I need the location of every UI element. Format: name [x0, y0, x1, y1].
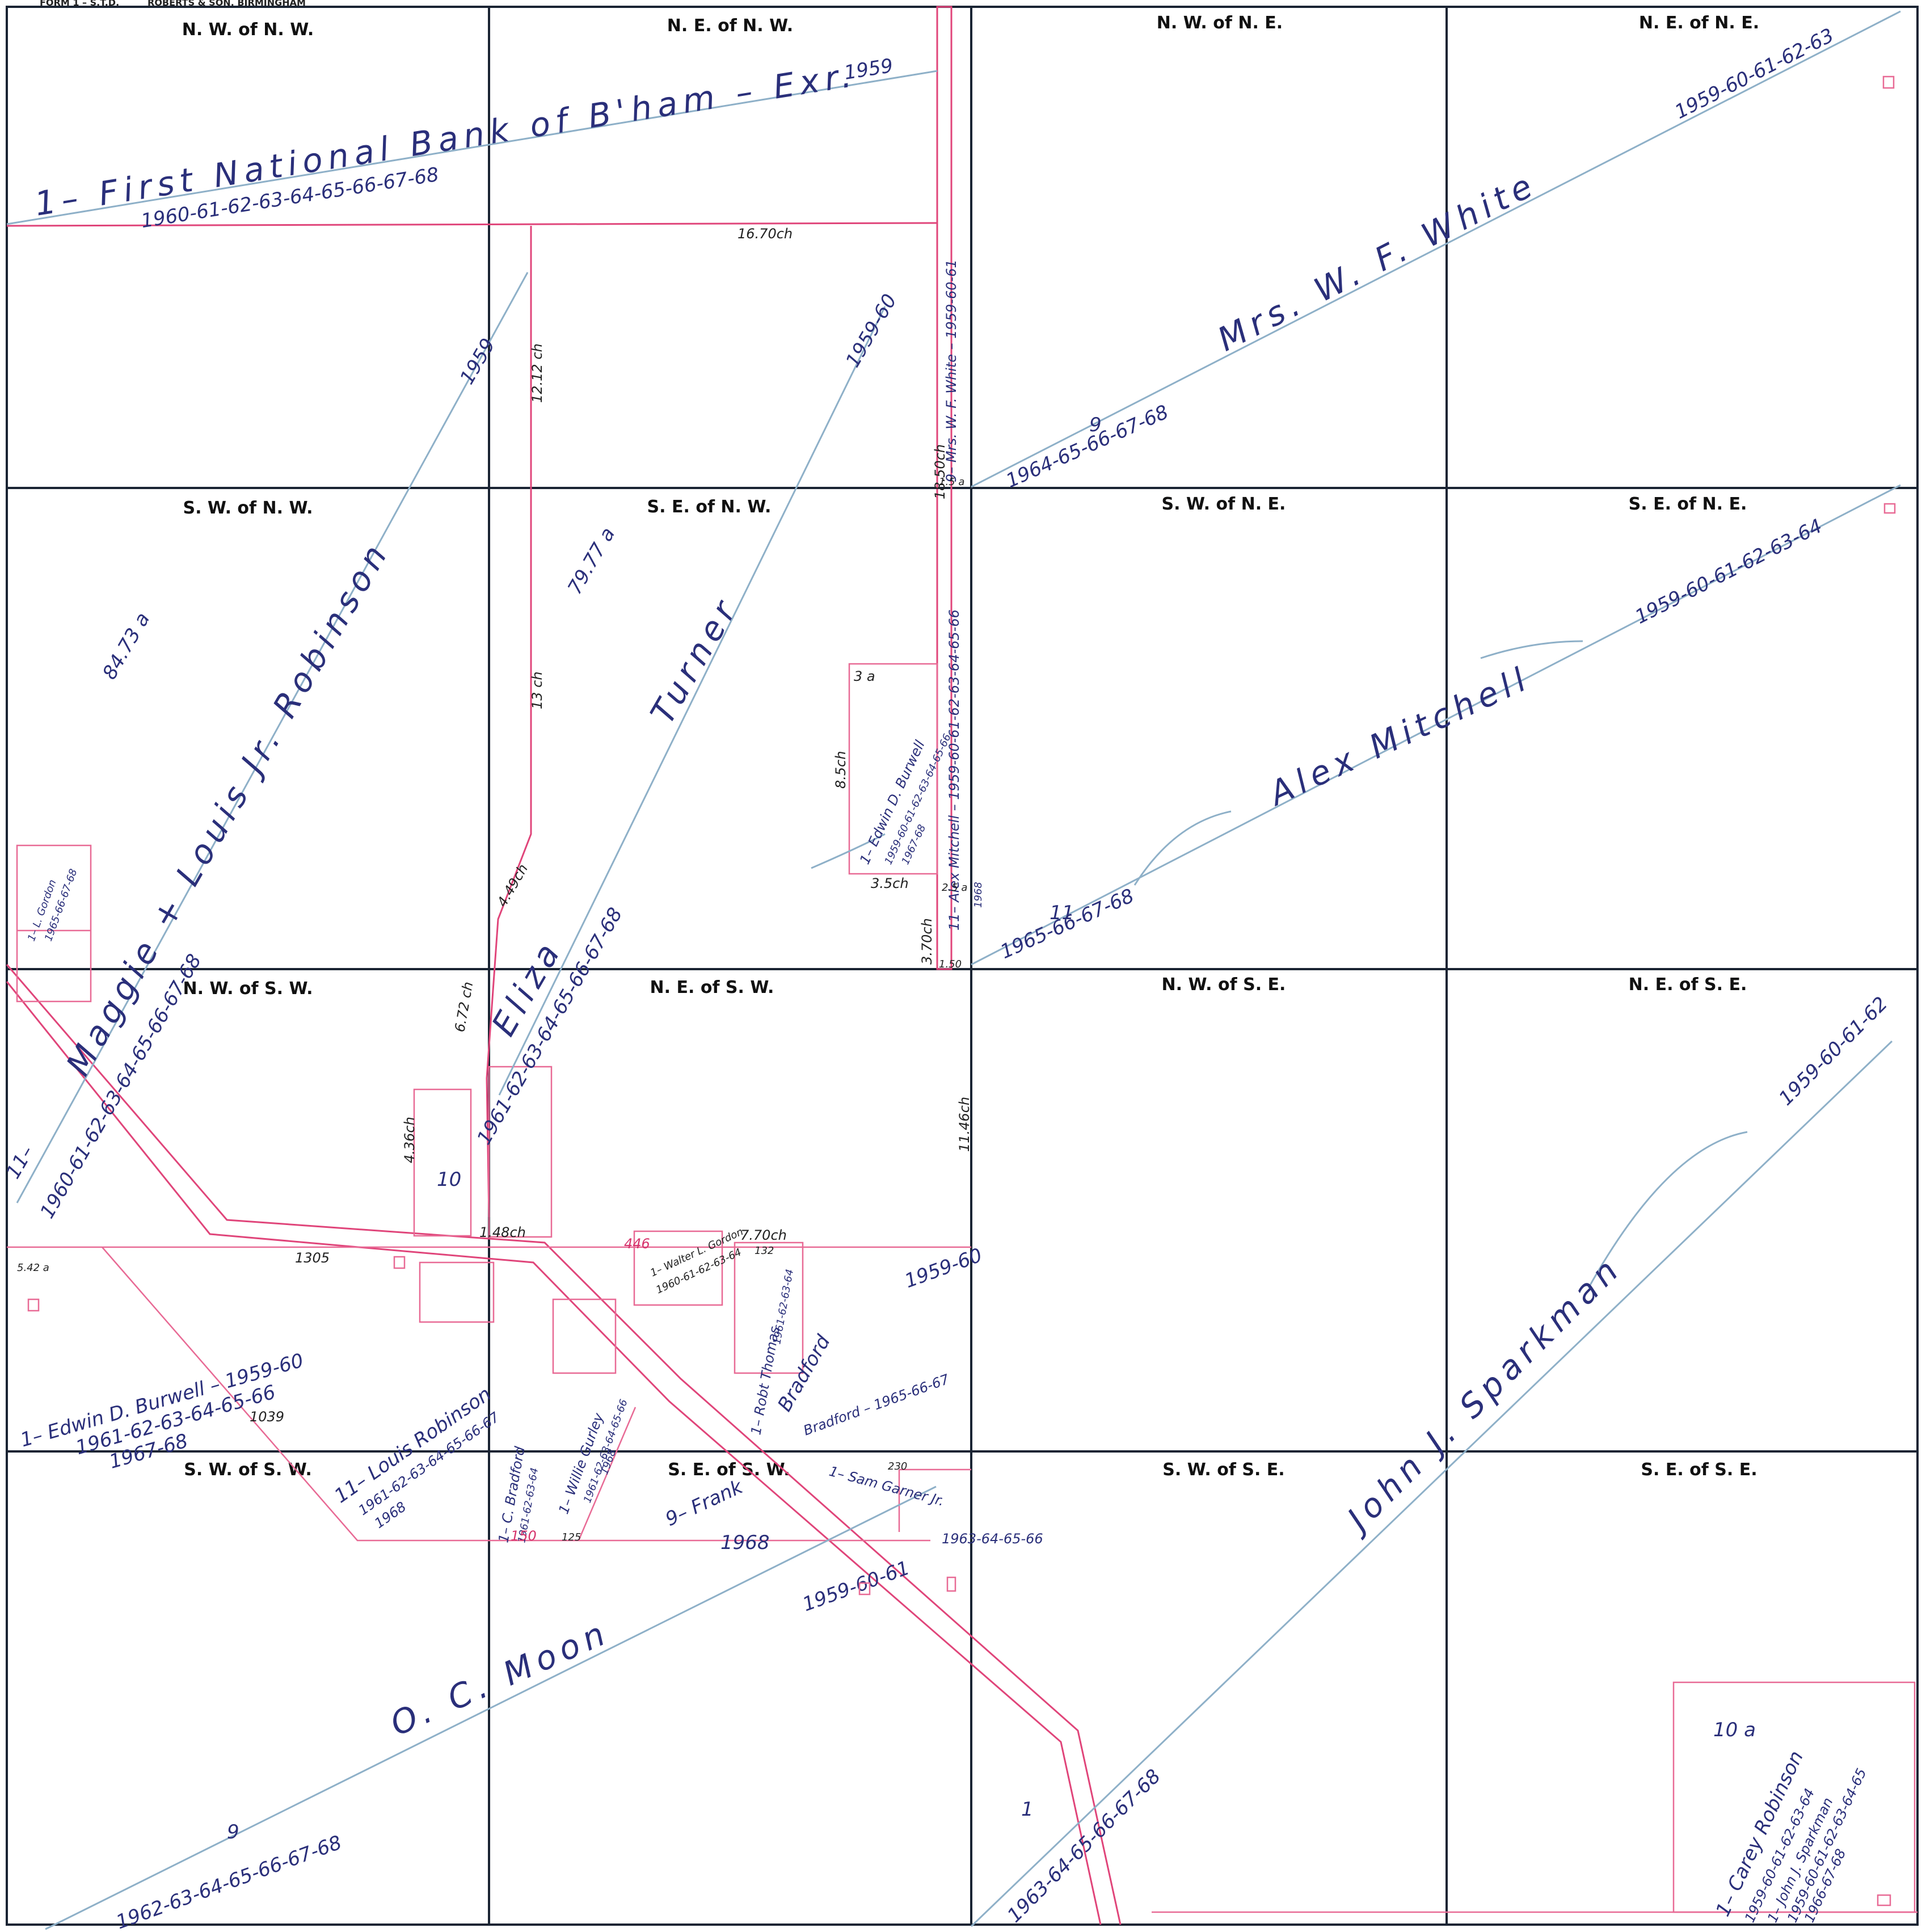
owner-years: 1961-62-63-64: [771, 1268, 796, 1345]
owner-name: Maggie + Louis Jr. Robinson: [58, 534, 397, 1082]
label-se-sw: S. E. of S. W.: [668, 1460, 790, 1480]
label-se-se: S. E. of S. E.: [1641, 1460, 1757, 1480]
owner-years: 1959-60: [841, 290, 901, 371]
label-ne-se: N. E. of S. E.: [1629, 975, 1747, 995]
owner-gurley: 1– Willie Gurley 1961-62-63-64-65-66 196…: [555, 1398, 630, 1516]
label-nw-se: N. W. of S. E.: [1162, 975, 1286, 995]
owner-years: 1959-60-61-62-63-64-65: [1784, 1766, 1870, 1925]
measurement: 1305: [295, 1250, 330, 1266]
owner-sub: 1968: [972, 882, 984, 908]
measurement: 1039: [250, 1409, 284, 1425]
label-nw-sw: N. W. of S. W.: [183, 979, 313, 999]
label-se-ne: S. E. of N. E.: [1629, 494, 1747, 514]
owner-walter-gordon: 1– Walter L. Gordon 1960-61-62-63-64: [648, 1226, 745, 1296]
owner-first-national: 1– First National Bank of B'ham – Exr. 1…: [32, 54, 895, 233]
owner-name: Alex Mitchell: [1262, 658, 1537, 814]
owner-years: 1959-60: [901, 1244, 985, 1293]
owner-years-late: Bradford – 1965-66-67: [801, 1371, 951, 1438]
measurement: 230: [888, 1460, 907, 1472]
owner-name: 9– Mrs. W. F. White – 1959-60-61: [943, 259, 959, 482]
label-ne-ne: N. E. of N. E.: [1639, 13, 1759, 33]
owner-years-late: 1965-66-67-68: [997, 885, 1137, 963]
owner-years-late: 1962-63-64-65-66-67-68: [113, 1831, 344, 1932]
measurement: 8.5ch: [833, 751, 849, 789]
label-ne-sw: N. E. of S. W.: [650, 978, 774, 997]
label-sw-ne: S. W. of N. E.: [1162, 494, 1286, 514]
measurement: 11.46ch: [956, 1097, 972, 1152]
owner-years-early: 1959-60-61-62-63-64: [1632, 515, 1826, 629]
measurement: 125: [562, 1531, 581, 1543]
owner-years-late: 1963-64-65-66-67-68: [1003, 1765, 1165, 1927]
owner-gordon: 1– L. Gordon 1965-66-67-68: [26, 868, 80, 943]
owner-white: Mrs. W. F. White 9 1964-65-66-67-68 1959…: [1002, 24, 1838, 493]
measurement: 84.73 a: [98, 609, 154, 684]
label-sw-nw: S. W. of N. W.: [183, 498, 313, 518]
owner-name: 1– First National Bank of B'ham – Exr.: [32, 55, 860, 223]
owner-years-early: 1959-60-61-62: [1775, 992, 1892, 1110]
measurement: 150: [511, 1528, 537, 1544]
measurement: 1.5 a: [939, 476, 964, 488]
label-se-nw: S. E. of N. W.: [647, 497, 772, 517]
owner-years: 1963-64-65-66: [942, 1531, 1043, 1547]
measurement: 79.77 a: [563, 524, 619, 599]
owner-name: 11– Alex Mitchell – 1959-60-61-62-63-64-…: [946, 609, 962, 931]
measurement: 3 a: [854, 668, 875, 684]
owner-name: Turner: [643, 590, 746, 730]
measurement: 1.50: [939, 958, 962, 970]
owner-years-early: 1959-60-61: [799, 1556, 912, 1616]
measurement: 18.50ch: [932, 444, 948, 499]
section-grid: [6, 6, 1919, 1926]
owner-bradford: Bradford 1959-60 Bradford – 1965-66-67: [773, 1244, 985, 1438]
measurement: 3.70ch: [919, 918, 935, 965]
measurement: 2.5 a: [942, 882, 967, 894]
owner-sam-garner: 1– Sam Garner Jr. 1963-64-65-66: [827, 1463, 1043, 1547]
measurement: 7.70ch: [740, 1227, 787, 1243]
owner-white-strip: 9– Mrs. W. F. White – 1959-60-61: [943, 259, 959, 482]
owner-moon: O. C. Moon 9 1962-63-64-65-66-67-68 1959…: [113, 1556, 912, 1932]
owner-name: John J. Sparkman: [1336, 1248, 1630, 1542]
label-nw-nw: N. W. of N. W.: [182, 20, 314, 40]
owner-sub: 1968: [720, 1531, 770, 1554]
measurement: 4.36ch: [402, 1117, 418, 1163]
owner-mitchell: Alex Mitchell 11 1965-66-67-68 1959-60-6…: [997, 515, 1826, 963]
owner-years-early: 1959-60-61-62-63: [1671, 24, 1838, 124]
owner-louis-robinson: 11– Louis Robinson 1961-62-63-64-65-66-6…: [330, 1383, 503, 1531]
measurement: 4.49ch: [494, 861, 531, 910]
label-ne-nw: N. E. of N. W.: [667, 16, 793, 36]
owner-prefix: 1: [1021, 1798, 1034, 1821]
measurement: 16.70ch: [737, 226, 793, 242]
owner-mitchell-strip: 11– Alex Mitchell – 1959-60-61-62-63-64-…: [946, 609, 984, 931]
measurement: 1.48ch: [479, 1224, 526, 1240]
owner-frank: 9– Frank 1968: [662, 1475, 770, 1554]
corner-markers: [27, 75, 1896, 1906]
label-nw-ne: N. W. of N. E.: [1157, 13, 1283, 33]
owner-prefix: 11: [1050, 902, 1074, 924]
measurement: 12.12 ch: [529, 343, 545, 403]
owner-prefix: 9: [227, 1821, 239, 1843]
owner-name: O. C. Moon: [385, 1613, 616, 1744]
parcel-boundaries: [6, 6, 1917, 1925]
owner-name: Mrs. W. F. White: [1211, 165, 1543, 359]
measurement: 10 a: [1713, 1719, 1756, 1741]
owner-years-early: 1959: [456, 335, 500, 389]
owner-name: 11– Louis Robinson: [330, 1383, 495, 1508]
measurement: 6.72 ch: [452, 980, 476, 1033]
measurement: 132: [755, 1245, 774, 1257]
owner-name: 9– Frank: [662, 1475, 747, 1531]
measurement: 5.42 a: [17, 1262, 49, 1274]
quarter-labels: N. W. of N. W. N. E. of N. W. N. W. of N…: [182, 13, 1759, 1480]
measurement: 3.5ch: [871, 875, 909, 891]
owner-prefix: 9: [1089, 414, 1102, 436]
measurement: 13 ch: [529, 671, 545, 709]
label-sw-sw: S. W. of S. W.: [184, 1460, 312, 1480]
owner-burwell-small: 1– Edwin D. Burwell 1959-60-61-62-63-64-…: [857, 732, 954, 866]
owner-years-late: 1964-65-66-67-68: [1002, 401, 1171, 493]
measurement: 10: [437, 1168, 461, 1191]
owner-leader-lines: [6, 10, 1901, 1930]
measurement: 446: [624, 1236, 650, 1252]
label-sw-se: S. W. of S. E.: [1162, 1460, 1284, 1480]
